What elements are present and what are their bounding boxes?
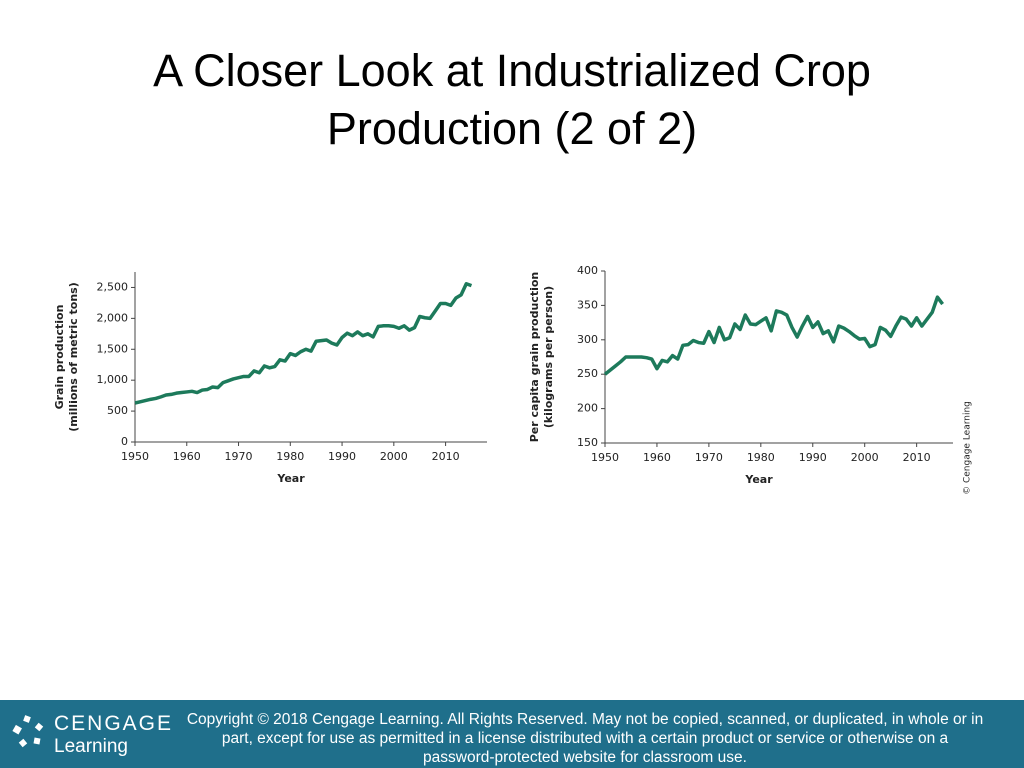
x-axis-label: Year [744, 473, 773, 486]
logo-icon [12, 715, 44, 748]
y-tick-label: 0 [121, 435, 128, 448]
y-tick-label: 1,000 [97, 373, 129, 386]
charts: © Cengage Learning 0 500 1,000 1,500 2,000 2,… [53, 264, 973, 495]
x-tick-label: 2000 [380, 450, 408, 463]
y-tick-label: 350 [577, 298, 598, 311]
y-tick-label: 2,000 [97, 311, 129, 324]
y-tick-label: 250 [577, 367, 598, 380]
y-tick-label: 500 [107, 404, 128, 417]
y-axis-label: Per capita grain production [528, 272, 541, 443]
x-tick-label: 2010 [432, 450, 460, 463]
slide-title: A Closer Look at Industrialized Crop Pro… [0, 42, 1024, 158]
x-tick-label: 1990 [328, 450, 356, 463]
footer: CENGAGE Learning Copyright © 2018 Cengag… [0, 700, 1024, 768]
x-tick-label: 1950 [591, 451, 619, 464]
y-axis-label: (kilograms per person) [542, 286, 555, 428]
y-tick-label: 400 [577, 264, 598, 277]
x-tick-label: 2000 [851, 451, 879, 464]
y-tick-label: 1,500 [97, 342, 129, 355]
x-tick-label: 1980 [276, 450, 304, 463]
title-line: A Closer Look at Industrialized Crop [153, 45, 871, 96]
title-line: Production (2 of 2) [326, 103, 698, 154]
y-tick-label: 150 [577, 436, 598, 449]
y-tick-label: 300 [577, 333, 598, 346]
logo-text: CENGAGE [54, 712, 174, 735]
x-tick-label: 1950 [121, 450, 149, 463]
x-axis-label: Year [276, 472, 305, 485]
y-axis-label: Grain production [53, 305, 66, 410]
x-tick-label: 1990 [799, 451, 827, 464]
x-tick-label: 1960 [643, 451, 671, 464]
x-tick-label: 2010 [903, 451, 931, 464]
data-line [603, 295, 945, 376]
x-tick-label: 1980 [747, 451, 775, 464]
copyright: Copyright © 2018 Cengage Learning. All R… [186, 711, 984, 766]
y-tick-label: 2,500 [97, 280, 129, 293]
y-tick-label: 200 [577, 402, 598, 415]
data-line [134, 281, 473, 405]
x-tick-label: 1970 [695, 451, 723, 464]
credit: © Cengage Learning [963, 401, 973, 495]
y-axis-label: (millions of metric tons) [67, 282, 80, 431]
x-tick-label: 1960 [173, 450, 201, 463]
x-tick-label: 1970 [225, 450, 253, 463]
logo-text: Learning [54, 736, 128, 757]
